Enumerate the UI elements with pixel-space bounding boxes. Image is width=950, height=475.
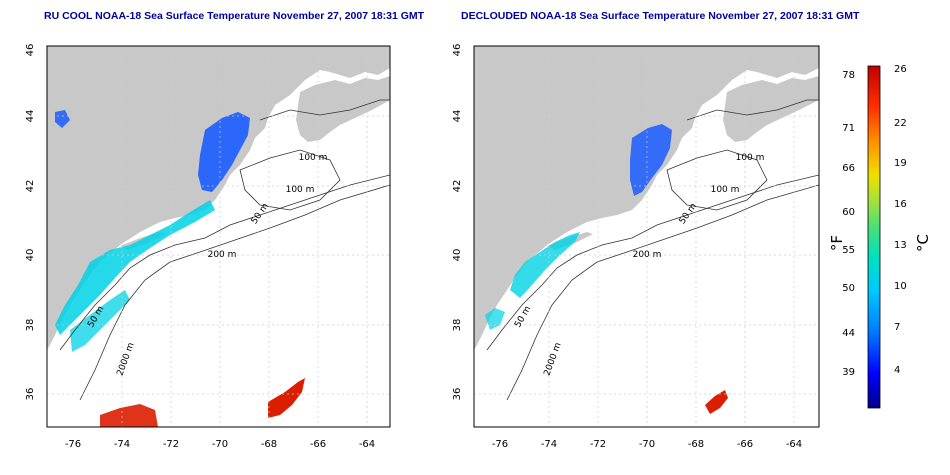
mid-water-patch bbox=[510, 232, 580, 298]
contour-line bbox=[506, 184, 819, 401]
warm-water-patch bbox=[100, 404, 158, 427]
lat-tick: 44 bbox=[452, 110, 463, 123]
grid-lines bbox=[47, 46, 390, 427]
nova-scotia-land bbox=[723, 76, 819, 142]
lat-tick: 46 bbox=[452, 44, 463, 57]
lon-tick: -64 bbox=[359, 439, 375, 450]
colorbar-f-tick: 44 bbox=[842, 328, 855, 339]
colorbar-c-tick: 19 bbox=[894, 158, 907, 169]
lon-tick: -70 bbox=[639, 439, 655, 450]
colorbar-f-tick: 66 bbox=[842, 163, 855, 174]
lat-tick: 40 bbox=[452, 249, 463, 262]
land-mass bbox=[474, 46, 819, 350]
ocean-area bbox=[474, 46, 819, 427]
colorbar-c-tick: 22 bbox=[894, 118, 907, 129]
lon-tick: -66 bbox=[310, 439, 326, 450]
contour-label: 2000 m bbox=[116, 341, 137, 377]
colorbar bbox=[867, 65, 881, 409]
warm-water-patch bbox=[268, 378, 305, 418]
lat-tick: 36 bbox=[25, 388, 36, 401]
contour-label: 100 m bbox=[711, 185, 740, 195]
warm-water-patch bbox=[705, 390, 728, 414]
colorbar-fahrenheit-unit: °F bbox=[828, 235, 846, 251]
contour-label: 200 m bbox=[208, 250, 237, 260]
contour-label: 100 m bbox=[299, 153, 328, 163]
lon-tick: -68 bbox=[261, 439, 277, 450]
contour-line bbox=[59, 174, 390, 351]
lat-tick: 38 bbox=[452, 319, 463, 332]
colorbar-c-tick: 26 bbox=[894, 64, 907, 75]
lat-tick: 44 bbox=[25, 110, 36, 123]
colorbar-celsius-unit: °C bbox=[914, 234, 932, 252]
contour-label: 50 m bbox=[678, 202, 699, 227]
lat-tick: 42 bbox=[452, 180, 463, 193]
lon-tick: -72 bbox=[163, 439, 179, 450]
ocean-area bbox=[47, 46, 390, 427]
colorbar-f-tick: 39 bbox=[842, 367, 855, 378]
colorbar-f-tick: 78 bbox=[842, 70, 855, 81]
lat-tick: 42 bbox=[25, 180, 36, 193]
long-island-land bbox=[120, 232, 166, 250]
mid-water-patch bbox=[70, 290, 130, 352]
lon-tick: -64 bbox=[786, 439, 802, 450]
lon-tick: -66 bbox=[737, 439, 753, 450]
colorbar-c-tick: 16 bbox=[894, 199, 907, 210]
contour-line bbox=[239, 149, 341, 211]
mid-water-patch bbox=[55, 200, 215, 335]
lon-tick: -72 bbox=[590, 439, 606, 450]
colorbar-c-tick: 13 bbox=[894, 240, 907, 251]
lon-tick: -76 bbox=[65, 439, 81, 450]
contour-label: 100 m bbox=[736, 153, 765, 163]
contour-label: 50 m bbox=[86, 305, 106, 330]
lat-tick: 46 bbox=[25, 44, 36, 57]
left-panel-title: RU COOL NOAA-18 Sea Surface Temperature … bbox=[44, 10, 425, 22]
contour-label: 50 m bbox=[513, 305, 533, 330]
land-mass bbox=[47, 46, 390, 350]
colorbar-f-tick: 55 bbox=[842, 245, 855, 256]
colorbar-f-tick: 60 bbox=[842, 207, 855, 218]
cold-water-patch bbox=[630, 124, 672, 196]
contour-line bbox=[686, 99, 819, 121]
cold-water-patch bbox=[198, 112, 250, 192]
lon-tick: -74 bbox=[114, 439, 130, 450]
lat-tick: 38 bbox=[25, 319, 36, 332]
contour-line bbox=[486, 174, 819, 351]
contour-label: 100 m bbox=[286, 185, 315, 195]
lon-tick: -70 bbox=[212, 439, 228, 450]
lat-tick: 36 bbox=[452, 388, 463, 401]
lon-tick: -74 bbox=[541, 439, 557, 450]
grid-lines bbox=[474, 46, 819, 427]
lon-tick: -76 bbox=[492, 439, 508, 450]
colorbar-f-tick: 50 bbox=[842, 283, 855, 294]
colorbar-c-tick: 4 bbox=[894, 365, 900, 376]
lat-tick: 40 bbox=[25, 249, 36, 262]
lon-tick: -68 bbox=[688, 439, 704, 450]
contour-line bbox=[666, 149, 768, 211]
contour-line bbox=[259, 99, 390, 121]
long-island-land bbox=[547, 232, 593, 250]
contour-label: 200 m bbox=[633, 250, 662, 260]
right-panel-title: DECLOUDED NOAA-18 Sea Surface Temperatur… bbox=[461, 10, 860, 22]
colorbar-c-tick: 7 bbox=[894, 322, 900, 333]
cold-water-patch bbox=[55, 110, 70, 128]
contour-line bbox=[79, 184, 390, 401]
mid-water-patch bbox=[485, 308, 505, 330]
colorbar-f-tick: 71 bbox=[842, 123, 855, 134]
contour-label: 50 m bbox=[250, 202, 271, 227]
contour-label: 2000 m bbox=[543, 341, 564, 377]
nova-scotia-land bbox=[296, 76, 390, 142]
colorbar-c-tick: 10 bbox=[894, 281, 907, 292]
